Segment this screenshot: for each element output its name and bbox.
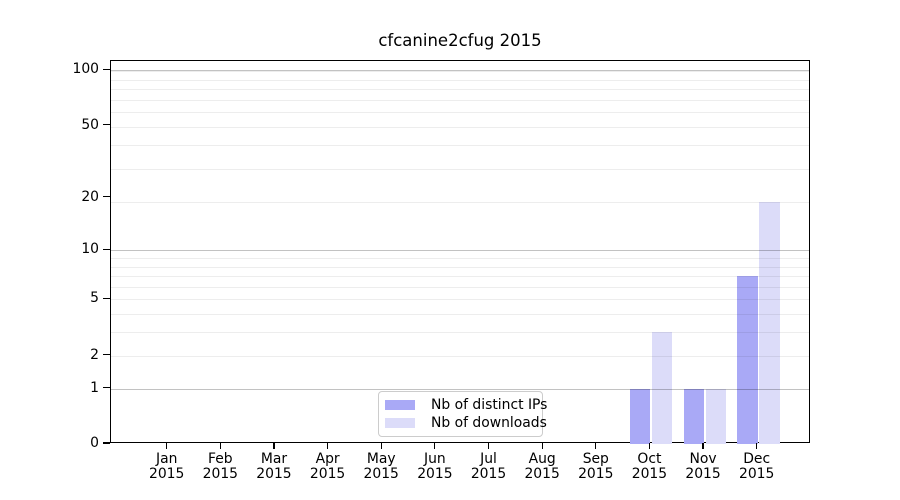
minor-gridline [111, 71, 809, 72]
y-tick-label: 2 [90, 346, 99, 363]
legend: Nb of distinct IPs Nb of downloads [378, 391, 547, 437]
y-tick-mark [103, 354, 110, 356]
x-tick-label-jun: Jun 2015 [417, 451, 453, 482]
bar-distinct-ips-dec [737, 276, 758, 444]
minor-gridline [111, 355, 809, 357]
minor-gridline [111, 332, 809, 334]
minor-gridline [111, 145, 809, 147]
y-tick-mark [103, 124, 110, 126]
x-tick-mark [702, 443, 704, 449]
bar-downloads-dec [759, 201, 780, 444]
minor-gridline [111, 127, 809, 129]
grid-layer [111, 61, 809, 442]
x-tick-mark [595, 443, 597, 449]
legend-entry-distinct-ips: Nb of distinct IPs [385, 397, 547, 413]
minor-gridline [111, 79, 809, 81]
x-tick-mark [380, 443, 382, 449]
x-tick-label-may: May 2015 [363, 451, 399, 482]
x-tick-label-sep: Sep 2015 [578, 451, 614, 482]
minor-gridline [111, 299, 809, 301]
bar-distinct-ips-oct [629, 388, 651, 444]
y-tick-mark [103, 387, 110, 389]
x-tick-label-apr: Apr 2015 [309, 451, 346, 482]
legend-label-downloads: Nb of downloads [431, 414, 547, 431]
bar-distinct-ips-nov [683, 388, 705, 444]
y-tick-label: 1 [90, 379, 99, 396]
bars-layer [111, 61, 809, 444]
y-tick-mark [103, 68, 110, 70]
y-tick-label: 100 [72, 61, 99, 78]
plot-area [110, 60, 810, 444]
x-tick-label-jul: Jul 2015 [470, 451, 507, 482]
x-tick-label-dec: Dec 2015 [739, 451, 775, 482]
minor-gridline [111, 266, 809, 268]
minor-gridline [111, 89, 809, 91]
y-tick-label: 5 [90, 290, 99, 307]
minor-gridline [111, 112, 809, 114]
chart-title: cfcanine2cfug 2015 [378, 31, 542, 50]
major-gridline [111, 250, 809, 252]
legend-swatch-distinct-ips-icon [385, 400, 415, 410]
y-tick-mark [103, 196, 110, 198]
y-tick-mark [103, 248, 110, 250]
x-tick-mark [487, 443, 490, 449]
x-tick-label-jan: Jan 2015 [149, 451, 185, 482]
x-tick-mark [541, 443, 543, 449]
x-tick-mark [327, 443, 329, 449]
x-tick-mark [756, 443, 758, 449]
x-tick-label-oct: Oct 2015 [631, 451, 668, 482]
minor-gridline [111, 258, 809, 259]
minor-gridline [111, 314, 809, 316]
minor-gridline [111, 276, 809, 278]
y-tick-label: 20 [81, 188, 99, 205]
x-tick-mark [166, 443, 168, 449]
x-tick-mark [219, 443, 221, 449]
bar-downloads-nov [705, 388, 727, 444]
minor-gridline [111, 201, 809, 203]
minor-gridline [111, 168, 809, 170]
y-tick-label: 10 [81, 241, 99, 258]
x-tick-label-aug: Aug 2015 [524, 451, 560, 482]
minor-gridline [111, 99, 809, 101]
x-tick-label-nov: Nov 2015 [685, 451, 721, 482]
y-tick-label: 50 [81, 116, 99, 133]
y-tick-label: 0 [90, 435, 99, 451]
x-tick-mark [273, 443, 275, 449]
legend-entry-downloads: Nb of downloads [385, 415, 547, 431]
major-gridline [111, 70, 809, 72]
legend-swatch-downloads-icon [385, 418, 415, 428]
y-tick-mark [103, 442, 110, 444]
minor-gridline [111, 286, 809, 288]
x-tick-mark [648, 443, 650, 449]
major-gridline [111, 388, 809, 390]
x-tick-label-feb: Feb 2015 [202, 451, 238, 482]
y-tick-mark [103, 297, 110, 300]
legend-label-distinct-ips: Nb of distinct IPs [431, 396, 548, 413]
bar-downloads-oct [651, 332, 673, 444]
x-tick-mark [434, 443, 436, 449]
x-tick-label-mar: Mar 2015 [256, 451, 292, 482]
